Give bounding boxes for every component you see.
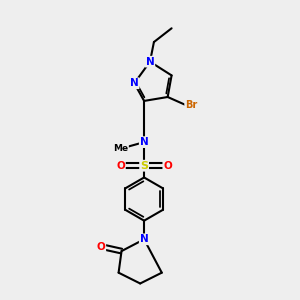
Text: O: O	[97, 242, 105, 252]
Text: N: N	[140, 137, 148, 147]
Text: N: N	[140, 234, 148, 244]
Text: Br: Br	[185, 100, 197, 110]
Text: Me: Me	[113, 143, 128, 152]
Text: N: N	[146, 57, 154, 67]
Text: O: O	[116, 161, 125, 171]
Text: N: N	[130, 78, 139, 88]
Text: O: O	[163, 161, 172, 171]
Text: S: S	[140, 161, 148, 171]
